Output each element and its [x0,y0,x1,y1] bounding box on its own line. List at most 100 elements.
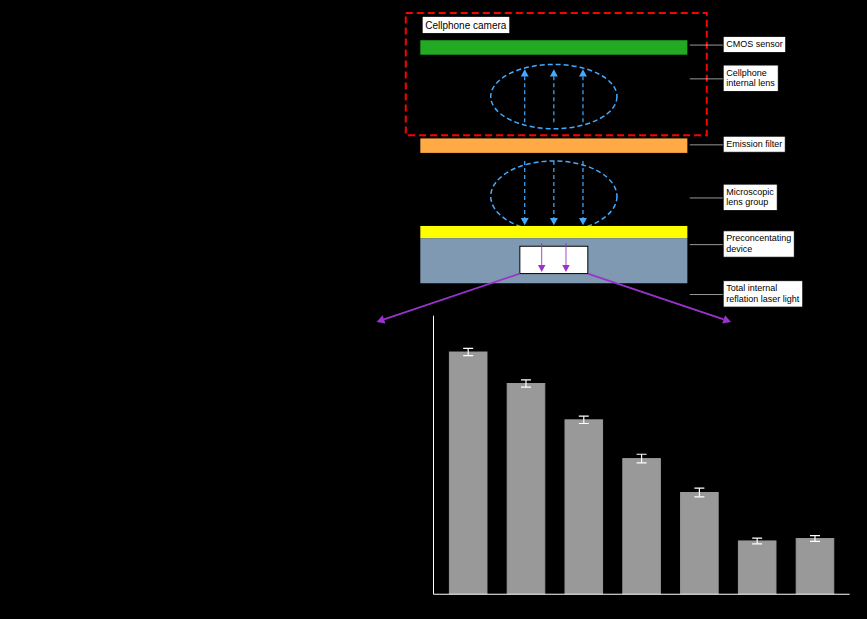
annotation-line: lens group [726,198,768,208]
annotation-text: Cellphoneinternal lens [726,68,775,88]
light-arrow [521,161,529,225]
light-arrow-shaft [553,161,554,218]
error-bar [810,536,820,542]
bar-chart [434,316,850,595]
lens-group [491,161,617,232]
annotation-line: CMOS sensor [726,39,783,49]
laser-arrow-head [722,315,731,323]
annotation-box [723,231,794,257]
light-arrow [579,161,587,225]
light-arrow-head [550,69,558,76]
annotation-line: Total internal [726,284,777,294]
laser-arrow-small [538,243,545,272]
annotation-box [422,16,510,33]
error-line [525,380,526,387]
connector [690,78,726,79]
annotation-text: CMOS sensor [726,39,783,49]
annotation: Cellphoneinternal lens [723,65,778,91]
annotation: CMOS sensor [723,36,786,52]
annotation-line: Microscopic [726,187,774,197]
annotation-text: Microscopiclens group [726,187,774,207]
error-line [468,348,469,355]
error-cap [579,416,589,417]
device-body [420,238,687,283]
light-arrow-head [579,69,587,76]
laser-arrow-small-shaft [541,243,542,265]
error-line [641,454,642,463]
light-arrow-shaft [582,76,583,122]
device-top [420,226,687,238]
filter-bar [420,138,687,152]
error-line [699,488,700,497]
connector [690,294,726,295]
error-cap [637,462,647,463]
x-axis-line [434,594,850,595]
bar [565,420,603,594]
annotation-text: Total internalreflation laser light [726,284,800,304]
annotation-line: Emission filter [726,139,782,149]
light-arrow-head [579,218,587,225]
annotation-line: reflation laser light [726,294,800,304]
error-cap [810,541,820,542]
bar [681,493,719,595]
annotation-line: device [726,244,752,254]
laser-arrow-small-head [538,265,545,272]
laser-arrow-small-head [562,265,569,272]
light-arrow-head [521,218,529,225]
error-bar [752,538,762,544]
error-bar [637,454,647,463]
laser-arrow-head [377,315,386,323]
error-bar [521,380,531,387]
light-arrow-shaft [582,161,583,218]
annotation-line: Preconcentating [726,234,791,244]
annotation: Cellphone camera [422,16,510,33]
laser-arrow [588,274,731,324]
error-cap [810,535,820,536]
light-arrow-head [550,218,558,225]
error-cap [694,488,704,489]
laser-arrow-small [562,243,569,272]
bar [507,384,545,595]
annotation: Total internalreflation laser light [723,281,803,307]
y-axis-line [433,316,434,595]
error-cap [521,379,531,380]
light-arrow [521,69,529,122]
annotation: Emission filter [723,136,785,152]
annotation-text: Preconcentatingdevice [726,234,791,254]
background [0,0,867,619]
error-bar [463,348,473,355]
error-cap [521,387,531,388]
bar [449,352,487,594]
connector [690,45,726,46]
annotation-text: Emission filter [726,139,782,149]
error-cap [579,423,589,424]
annotation-text: Cellphone camera [425,19,507,30]
annotation-line: Cellphone [726,68,767,78]
sensor-bar [420,40,687,54]
error-cap [637,454,647,455]
annotation: Preconcentatingdevice [723,231,794,257]
error-cap [752,543,762,544]
laser-arrow-small-shaft [565,243,566,265]
connector [690,144,726,145]
light-arrow [550,161,558,225]
error-cap [463,348,473,349]
error-cap [463,355,473,356]
annotation-box [723,36,786,52]
annotation-box [723,136,785,152]
annotation: Microscopiclens group [723,184,777,210]
error-line [814,536,815,542]
laser-arrow [377,274,520,324]
annotation-box [723,184,777,210]
connector [690,244,726,245]
error-cap [694,496,704,497]
light-arrow [579,69,587,122]
error-bar [579,416,589,423]
light-arrow [550,69,558,122]
diagram: Cellphone camera CMOS sensor Cellphoneinte… [377,13,803,324]
error-line [757,538,758,544]
laser-arrow-shaft [588,274,724,320]
bar [738,541,776,594]
error-cap [752,537,762,538]
connector [690,197,726,198]
